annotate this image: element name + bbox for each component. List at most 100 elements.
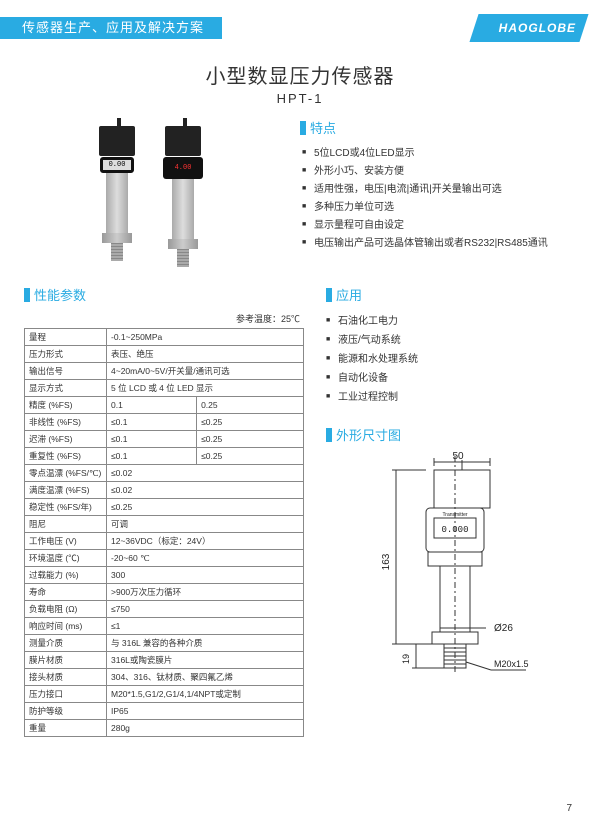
spec-label: 工作电压 (V) bbox=[25, 533, 107, 550]
spec-label: 膜片材质 bbox=[25, 652, 107, 669]
sensor-stem bbox=[106, 173, 128, 233]
feature-item: 5位LCD或4位LED显示 bbox=[302, 145, 580, 163]
feature-item: 电压输出产品可选晶体管输出或者RS232|RS485通讯 bbox=[302, 235, 580, 253]
table-row: 压力形式表压、绝压 bbox=[25, 346, 304, 363]
spec-label: 压力形式 bbox=[25, 346, 107, 363]
dim-height: 163 bbox=[381, 553, 392, 570]
lower-row: 性能参数 参考温度：25℃ 量程-0.1~250MPa压力形式表压、绝压输出信号… bbox=[0, 285, 600, 737]
spec-value: >900万次压力循环 bbox=[107, 584, 304, 601]
applications-heading: 应用 bbox=[326, 285, 576, 304]
sensor-led-variant: 4.00 bbox=[158, 126, 208, 267]
spec-value: 0.1 bbox=[107, 397, 197, 414]
spec-value: -0.1~250MPa bbox=[107, 329, 304, 346]
table-row: 重量280g bbox=[25, 720, 304, 737]
spec-value: ≤0.1 bbox=[107, 414, 197, 431]
heading-bar-icon bbox=[300, 121, 306, 135]
dimension-svg: 50 Transmitter 0.000 bbox=[326, 452, 556, 702]
spec-label: 测量介质 bbox=[25, 635, 107, 652]
table-row: 环境温度 (℃)-20~60 ℃ bbox=[25, 550, 304, 567]
spec-label: 阻尼 bbox=[25, 516, 107, 533]
dim-thread-h: 19 bbox=[401, 654, 411, 664]
dimensions-heading: 外形尺寸图 bbox=[326, 425, 576, 444]
left-column: 性能参数 参考温度：25℃ 量程-0.1~250MPa压力形式表压、绝压输出信号… bbox=[24, 285, 304, 737]
table-row: 工作电压 (V)12~36VDC（标定：24V） bbox=[25, 533, 304, 550]
sensor-lcd-display: 0.00 bbox=[100, 157, 134, 173]
spec-label: 负载电阻 (Ω) bbox=[25, 601, 107, 618]
product-model: HPT-1 bbox=[0, 91, 600, 106]
spec-label: 过载能力 (%) bbox=[25, 567, 107, 584]
logo-text: HAOGLOBE bbox=[499, 14, 576, 42]
dim-diameter: Ø26 bbox=[494, 623, 513, 634]
table-row: 阻尼可调 bbox=[25, 516, 304, 533]
spec-value: 0.25 bbox=[197, 397, 304, 414]
product-images: 0.00 4.00 bbox=[0, 118, 300, 267]
reference-temperature: 参考温度：25℃ bbox=[24, 312, 300, 325]
spec-label: 量程 bbox=[25, 329, 107, 346]
table-row: 零点温漂 (%FS/℃)≤0.02 bbox=[25, 465, 304, 482]
right-column: 应用 石油化工电力液压/气动系统能源和水处理系统自动化设备工业过程控制 外形尺寸… bbox=[326, 285, 576, 737]
dimensions-title: 外形尺寸图 bbox=[336, 425, 401, 444]
spec-value: ≤0.02 bbox=[107, 465, 304, 482]
title-block: 小型数显压力传感器 HPT-1 bbox=[0, 60, 600, 106]
dim-width: 50 bbox=[452, 452, 464, 462]
applications-title: 应用 bbox=[336, 285, 362, 304]
table-row: 稳定性 (%FS/年)≤0.25 bbox=[25, 499, 304, 516]
table-row: 量程-0.1~250MPa bbox=[25, 329, 304, 346]
table-row: 寿命>900万次压力循环 bbox=[25, 584, 304, 601]
spec-value: ≤0.25 bbox=[197, 431, 304, 448]
table-row: 负载电阻 (Ω)≤750 bbox=[25, 601, 304, 618]
sensor-lcd-variant: 0.00 bbox=[92, 126, 142, 267]
table-row: 响应时间 (ms)≤1 bbox=[25, 618, 304, 635]
spec-label: 迟滞 (%FS) bbox=[25, 431, 107, 448]
feature-item: 多种压力单位可选 bbox=[302, 199, 580, 217]
spec-value: ≤0.1 bbox=[107, 448, 197, 465]
spec-value: 280g bbox=[107, 720, 304, 737]
feature-item: 外形小巧、安装方便 bbox=[302, 163, 580, 181]
application-item: 液压/气动系统 bbox=[326, 331, 576, 350]
application-item: 石油化工电力 bbox=[326, 312, 576, 331]
spec-label: 显示方式 bbox=[25, 380, 107, 397]
spec-label: 输出信号 bbox=[25, 363, 107, 380]
spec-value: 12~36VDC（标定：24V） bbox=[107, 533, 304, 550]
spec-label: 寿命 bbox=[25, 584, 107, 601]
sensor-thread bbox=[177, 249, 189, 267]
sensor-connector bbox=[165, 126, 201, 156]
spec-value: 与 316L 兼容的各种介质 bbox=[107, 635, 304, 652]
spec-value: -20~60 ℃ bbox=[107, 550, 304, 567]
spec-value: ≤1 bbox=[107, 618, 304, 635]
feature-item: 显示量程可自由设定 bbox=[302, 217, 580, 235]
sensor-hex-nut bbox=[168, 239, 198, 249]
table-row: 接头材质304、316、钛材质、聚四氟乙烯 bbox=[25, 669, 304, 686]
spec-value: M20*1.5,G1/2,G1/4,1/4NPT或定制 bbox=[107, 686, 304, 703]
application-item: 工业过程控制 bbox=[326, 388, 576, 407]
spec-value: 可调 bbox=[107, 516, 304, 533]
sensor-connector bbox=[99, 126, 135, 156]
product-title: 小型数显压力传感器 bbox=[0, 60, 600, 89]
heading-bar-icon bbox=[326, 428, 332, 442]
dim-thread-spec: M20x1.5 bbox=[494, 659, 529, 669]
applications-list: 石油化工电力液压/气动系统能源和水处理系统自动化设备工业过程控制 bbox=[326, 312, 576, 407]
features-section: 特点 5位LCD或4位LED显示外形小巧、安装方便适用性强，电压|电流|通讯|开… bbox=[300, 118, 580, 267]
spec-label: 重复性 (%FS) bbox=[25, 448, 107, 465]
spec-label: 非线性 (%FS) bbox=[25, 414, 107, 431]
spec-label: 精度 (%FS) bbox=[25, 397, 107, 414]
application-item: 能源和水处理系统 bbox=[326, 350, 576, 369]
page-header: 传感器生产、应用及解决方案 HAOGLOBE bbox=[0, 14, 600, 46]
spec-value: 316L或陶瓷膜片 bbox=[107, 652, 304, 669]
spec-value: ≤0.25 bbox=[197, 448, 304, 465]
features-title: 特点 bbox=[310, 118, 336, 137]
table-row: 满度温漂 (%FS)≤0.02 bbox=[25, 482, 304, 499]
spec-label: 稳定性 (%FS/年) bbox=[25, 499, 107, 516]
upper-row: 0.00 4.00 特点 5位LCD或4位LED显示外形小巧、安装方便适用性强，… bbox=[0, 118, 600, 267]
application-item: 自动化设备 bbox=[326, 369, 576, 388]
sensor-hex-nut bbox=[102, 233, 132, 243]
spec-value: ≤750 bbox=[107, 601, 304, 618]
table-row: 压力接口M20*1.5,G1/2,G1/4,1/4NPT或定制 bbox=[25, 686, 304, 703]
table-row: 输出信号4~20mA/0~5V/开关量/通讯可选 bbox=[25, 363, 304, 380]
table-row: 显示方式5 位 LCD 或 4 位 LED 显示 bbox=[25, 380, 304, 397]
spec-label: 满度温漂 (%FS) bbox=[25, 482, 107, 499]
spec-value: ≤0.02 bbox=[107, 482, 304, 499]
spec-value: 5 位 LCD 或 4 位 LED 显示 bbox=[107, 380, 304, 397]
spec-label: 环境温度 (℃) bbox=[25, 550, 107, 567]
table-row: 非线性 (%FS)≤0.1≤0.25 bbox=[25, 414, 304, 431]
